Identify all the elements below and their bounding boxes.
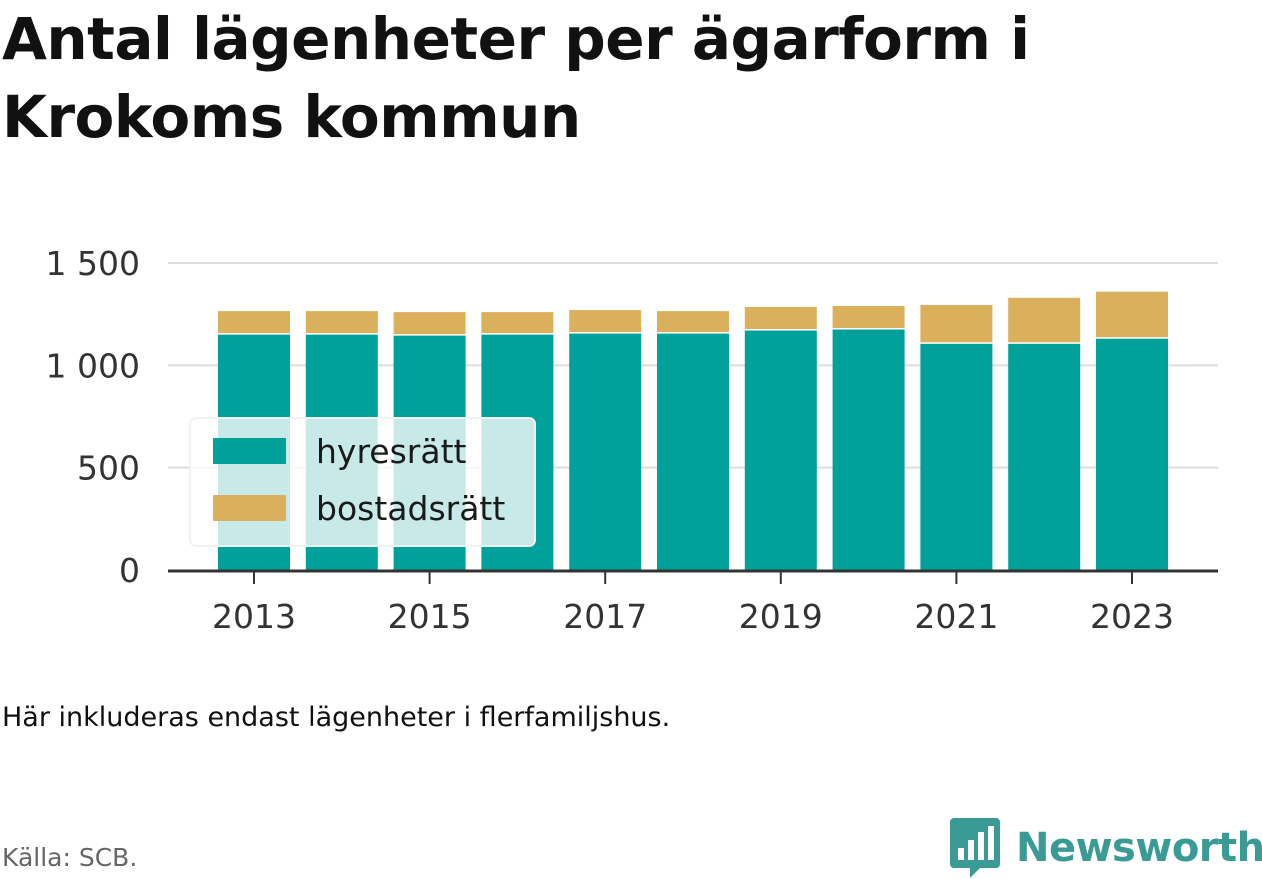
legend-label: bostadsrätt xyxy=(316,489,505,528)
bar-bostadsratt xyxy=(481,312,554,334)
stacked-bar-chart: 0 500 1 000 1 500 2013 2015 2017 2019 2021 2023 h… xyxy=(46,244,1218,636)
legend-label: hyresrätt xyxy=(316,432,467,471)
y-tick-label: 1 000 xyxy=(46,346,140,385)
legend-swatch-hyresratt xyxy=(213,438,286,464)
bar-bostadsratt xyxy=(218,311,290,334)
bar-bostadsratt xyxy=(920,304,993,343)
bar-bostadsratt xyxy=(1008,297,1081,343)
x-tick-label: 2021 xyxy=(914,597,998,636)
brand-name: Newsworthy xyxy=(1016,825,1262,871)
source-credit: Källa: SCB. xyxy=(2,843,138,872)
bar-bostadsratt xyxy=(569,310,642,333)
bar-bostadsratt xyxy=(657,311,729,333)
x-tick-label: 2017 xyxy=(563,597,647,636)
chart-title: Antal lägenheter per ägarform i Krokoms … xyxy=(2,5,1030,151)
bar-hyresratt xyxy=(657,333,729,570)
bar-hyresratt xyxy=(1096,338,1168,570)
brand-logo: Newsworthy xyxy=(950,818,1262,878)
bar-hyresratt xyxy=(1008,343,1081,570)
chart-note: Här inkluderas endast lägenheter i flerf… xyxy=(2,702,671,733)
bar-bostadsratt xyxy=(1096,291,1168,338)
axes: 0 500 1 000 1 500 2013 2015 2017 2019 2021 2023 xyxy=(46,244,1218,636)
bar-hyresratt xyxy=(920,343,993,570)
bar-bostadsratt xyxy=(832,305,905,329)
bar-bostadsratt xyxy=(744,307,817,330)
y-tick-label: 0 xyxy=(119,551,140,590)
bar-bostadsratt xyxy=(305,311,378,334)
x-tick-label: 2023 xyxy=(1090,597,1174,636)
legend-swatch-bostadsratt xyxy=(213,495,286,521)
legend: hyresrätt bostadsrätt xyxy=(189,417,536,547)
x-tick-label: 2015 xyxy=(388,597,472,636)
bar-bostadsratt xyxy=(393,312,466,335)
y-tick-label: 1 500 xyxy=(46,244,140,283)
bar-hyresratt xyxy=(569,333,642,570)
bar-hyresratt xyxy=(832,329,905,570)
newsworthy-logo-icon xyxy=(950,818,1000,878)
bar-hyresratt xyxy=(744,330,817,570)
y-tick-label: 500 xyxy=(77,449,140,488)
x-tick-label: 2019 xyxy=(739,597,823,636)
x-tick-label: 2013 xyxy=(212,597,296,636)
